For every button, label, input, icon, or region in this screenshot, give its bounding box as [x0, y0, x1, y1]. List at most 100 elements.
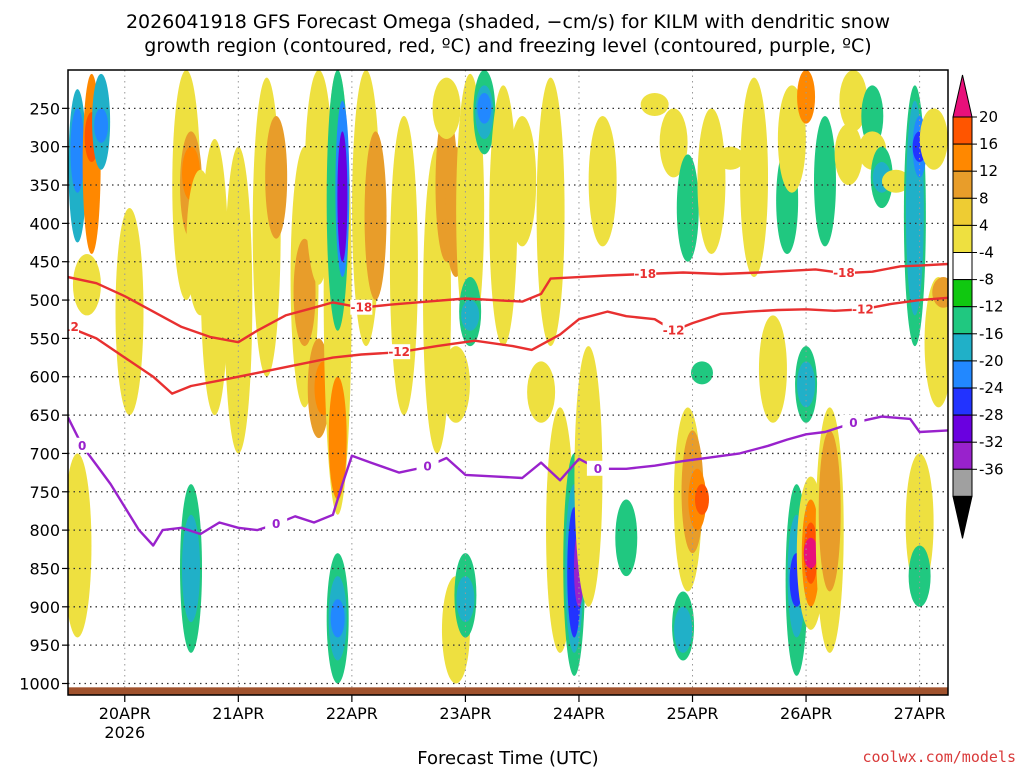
- freezing-level-label-bg-0: [71, 437, 94, 453]
- omega-cell-50: [508, 116, 537, 247]
- omega-cell-33: [364, 131, 387, 301]
- omega-cell-68: [690, 361, 713, 385]
- colorbar-bottom-cap: [952, 495, 973, 539]
- chart-title-line2: growth region (contoured, red, ºC) and f…: [144, 35, 871, 57]
- omega-cell-51: [527, 361, 556, 423]
- y-tick-label-14: 950: [29, 636, 60, 655]
- freezing-level-label-0: 0: [78, 439, 86, 453]
- y-tick-label-13: 900: [29, 598, 60, 617]
- y-axis: 250 300 350 400 450 500 550 600 650 700 750 800 850 9…: [19, 99, 68, 693]
- omega-cell-5: [94, 108, 109, 143]
- dgz-minus12-label-bg-3: [851, 301, 874, 317]
- y-tick-label-11: 800: [29, 521, 60, 540]
- freezing-level-label-bg-2: [416, 458, 439, 474]
- colorbar-label-6: -8: [979, 271, 994, 289]
- contours: -12 -12 -12 -12 -18 -18 -18 0 0 0 0 0: [57, 262, 948, 547]
- colorbar: 20 16 12 8 4 -4 -8 -12 -16 -20 -24 -28 -32 -36: [952, 74, 1004, 539]
- x-tick-label-7: 27APR: [894, 704, 946, 723]
- ground-surface: [68, 687, 948, 695]
- colorbar-segment-6: [952, 279, 973, 308]
- y-tick-label-9: 700: [29, 444, 60, 463]
- dgz-minus12-label-bg-1: [388, 344, 411, 360]
- colorbar-segment-13: [952, 468, 973, 497]
- omega-cell-15: [182, 514, 201, 623]
- x-axis-label: Forecast Time (UTC): [417, 748, 598, 768]
- colorbar-label-12: -32: [979, 433, 1004, 451]
- colorbar-label-13: -36: [979, 460, 1004, 478]
- freezing-level-label-bg-1: [265, 515, 288, 531]
- dgz-minus12-line: [68, 296, 948, 395]
- y-tick-label-7: 600: [29, 368, 60, 387]
- omega-cell-67: [694, 484, 709, 515]
- omega-cell-74: [758, 315, 787, 423]
- x-tick-label-1: 21APR: [212, 704, 264, 723]
- x-tick-sublabel-0: 2026: [104, 723, 145, 742]
- y-tick-label-10: 750: [29, 483, 60, 502]
- dgz-minus18-line: [68, 262, 948, 344]
- omega-cell-27: [337, 131, 348, 262]
- dgz-minus18-label-0: -18: [350, 301, 372, 315]
- y-tick-label-1: 300: [29, 138, 60, 157]
- dgz-minus12-label-2: -12: [663, 324, 685, 338]
- colorbar-segment-3: [952, 197, 973, 226]
- colorbar-segment-0: [952, 116, 973, 145]
- grid: [68, 70, 948, 695]
- omega-cell-8: [115, 208, 144, 416]
- omega-cell-90: [834, 123, 863, 186]
- freezing-level-label-4: 0: [849, 416, 857, 430]
- omega-cell-1: [70, 108, 85, 193]
- x-tick-label-6: 26APR: [780, 704, 832, 723]
- colorbar-label-0: 20: [979, 108, 998, 126]
- omega-cell-92: [861, 85, 884, 147]
- colorbar-label-8: -16: [979, 325, 1004, 343]
- y-tick-label-4: 450: [29, 253, 60, 272]
- omega-cell-63: [676, 154, 699, 262]
- dgz-minus18-label-bg-1: [634, 265, 657, 281]
- omega-cell-105: [932, 277, 948, 308]
- omega-cell-96: [881, 169, 910, 193]
- plot-frame: [67, 69, 949, 696]
- x-tick-label-0: 20APR: [99, 704, 151, 723]
- colorbar-segment-11: [952, 414, 973, 443]
- omega-cell-70: [674, 606, 693, 653]
- freezing-level-label-2: 0: [423, 459, 431, 473]
- colorbar-label-5: -4: [979, 244, 994, 262]
- colorbar-segment-4: [952, 224, 973, 253]
- colorbar-label-9: -20: [979, 352, 1004, 370]
- colorbar-segment-2: [952, 170, 973, 199]
- omega-cell-38: [441, 346, 470, 423]
- colorbar-label-1: 16: [979, 135, 998, 153]
- colorbar-label-11: -28: [979, 406, 1004, 424]
- y-tick-label-6: 550: [29, 329, 60, 348]
- omega-cell-52: [536, 77, 565, 347]
- dgz-minus12-label-0: -12: [57, 320, 79, 334]
- omega-cell-28: [328, 376, 347, 500]
- dgz-minus12-label-3: -12: [852, 302, 874, 316]
- freezing-level-label-bg-4: [842, 414, 865, 430]
- omega-cell-87: [813, 116, 836, 247]
- colorbar-segment-12: [952, 441, 973, 470]
- y-tick-label-8: 650: [29, 406, 60, 425]
- colorbar-label-10: -24: [979, 379, 1004, 397]
- omega-cell-58: [574, 346, 603, 607]
- colorbar-label-3: 8: [979, 189, 989, 207]
- dgz-minus18-label-2: -18: [833, 266, 855, 280]
- dgz-minus18-label-1: -18: [634, 267, 656, 281]
- freezing-level-label-1: 0: [272, 517, 280, 531]
- omega-cell-91: [839, 70, 868, 132]
- omega-cell-71: [697, 108, 726, 255]
- x-tick-label-5: 25APR: [666, 704, 718, 723]
- dgz-minus12-label-bg-2: [662, 322, 685, 338]
- y-tick-label-12: 850: [29, 559, 60, 578]
- omega-cell-86: [803, 537, 818, 569]
- y-tick-label-2: 350: [29, 176, 60, 195]
- omega-cell-62: [659, 108, 688, 178]
- omega-shading: [68, 70, 948, 684]
- omega-cell-89: [818, 430, 841, 592]
- colorbar-top-cap: [952, 74, 973, 118]
- omega-cell-18: [265, 116, 288, 239]
- omega-cell-43: [461, 300, 480, 331]
- colorbar-segment-9: [952, 360, 973, 389]
